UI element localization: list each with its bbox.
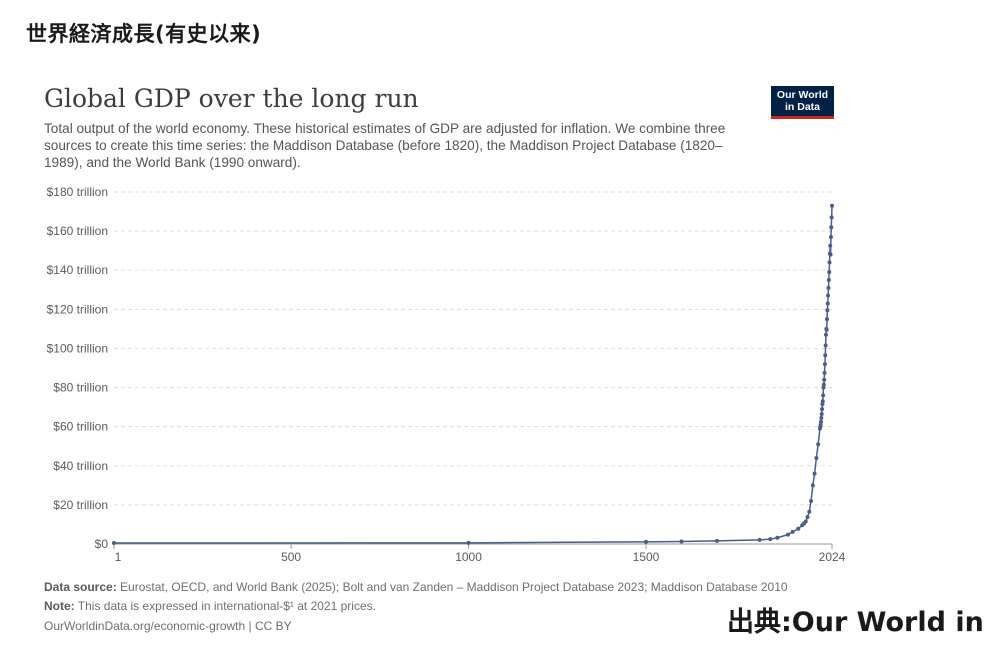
- y-tick-label: $20 trillion: [53, 498, 108, 512]
- x-tick-label: 500: [281, 550, 301, 564]
- data-point: [807, 509, 812, 514]
- data-point: [715, 538, 720, 543]
- y-tick-label: $60 trillion: [53, 420, 108, 434]
- x-tick-label: 1: [115, 550, 122, 564]
- chart-title: Global GDP over the long run: [44, 84, 419, 113]
- data-point: [812, 471, 817, 476]
- data-point: [818, 422, 823, 427]
- note-text: This data is expressed in international-…: [77, 599, 376, 613]
- data-point: [790, 529, 795, 534]
- data-point: [112, 541, 116, 546]
- owid-logo[interactable]: Our World in Data: [771, 86, 834, 119]
- data-point: [823, 343, 828, 348]
- y-tick-label: $80 trillion: [53, 381, 108, 395]
- data-point: [827, 260, 832, 265]
- data-point: [768, 537, 773, 542]
- data-point: [809, 498, 814, 503]
- y-tick-label: $160 trillion: [47, 224, 108, 238]
- y-tick-label: $120 trillion: [47, 302, 108, 316]
- data-point: [805, 515, 810, 520]
- x-tick-label: 2024: [819, 550, 846, 564]
- data-point: [820, 402, 825, 407]
- data-point: [822, 362, 827, 367]
- source-url[interactable]: OurWorldinData.org/economic-growth | CC …: [44, 619, 292, 633]
- data-point: [820, 407, 825, 412]
- data-point: [679, 539, 684, 544]
- data-point: [826, 293, 831, 298]
- data-point: [820, 399, 825, 404]
- gdp-line-chart: $0 $20 trillion $40 trillion $60 trillion $8…: [47, 185, 846, 564]
- y-tick-label: $140 trillion: [47, 263, 108, 277]
- data-point: [828, 243, 833, 248]
- data-note: Note: This data is expressed in internat…: [44, 599, 376, 613]
- data-source-label: Data source:: [44, 580, 117, 594]
- data-point: [829, 225, 834, 230]
- data-point: [803, 519, 808, 524]
- data-point: [818, 419, 823, 424]
- x-tick-label: 1000: [455, 550, 482, 564]
- data-point: [819, 411, 824, 416]
- data-point: [822, 370, 827, 375]
- y-tick-label: $180 trillion: [47, 185, 108, 199]
- data-point: [828, 252, 833, 257]
- data-source-text: Eurostat, OECD, and World Bank (2025); B…: [120, 580, 788, 594]
- y-tick-label: $0: [95, 537, 109, 551]
- data-point: [821, 393, 826, 398]
- data-point: [825, 317, 830, 322]
- data-point: [821, 385, 826, 390]
- data-point: [757, 537, 762, 542]
- data-point: [823, 353, 828, 358]
- data-point: [821, 382, 826, 387]
- data-point: [775, 535, 780, 540]
- data-point: [816, 442, 821, 447]
- data-point: [828, 234, 833, 239]
- data-point: [825, 301, 830, 306]
- data-point: [810, 483, 815, 488]
- data-point: [466, 540, 471, 545]
- y-tick-label: $40 trillion: [53, 459, 108, 473]
- slide-title: 世界経済成長(有史以来): [26, 22, 262, 46]
- chart-subtitle: Total output of the world economy. These…: [44, 121, 726, 170]
- data-point: [814, 455, 819, 460]
- y-tick-label: $100 trillion: [47, 341, 108, 355]
- data-point: [785, 532, 790, 537]
- note-label: Note:: [44, 599, 75, 613]
- data-point: [826, 285, 831, 290]
- data-point: [819, 415, 824, 420]
- data-point: [827, 270, 832, 275]
- data-point: [644, 539, 649, 544]
- gdp-series-line: [113, 205, 833, 544]
- data-point: [822, 377, 827, 382]
- logo-line-1: Our World: [776, 89, 829, 101]
- x-tick-label: 1500: [633, 550, 660, 564]
- slide-credit: 出典:Our World in: [727, 607, 984, 638]
- data-source: Data source: Eurostat, OECD, and World B…: [44, 580, 788, 594]
- data-point: [796, 526, 801, 531]
- logo-line-2: in Data: [784, 101, 820, 113]
- data-point: [826, 278, 831, 282]
- data-point: [823, 332, 828, 337]
- data-point: [829, 215, 834, 220]
- data-point: [824, 327, 829, 332]
- data-point: [825, 308, 830, 313]
- data-point: [830, 203, 834, 208]
